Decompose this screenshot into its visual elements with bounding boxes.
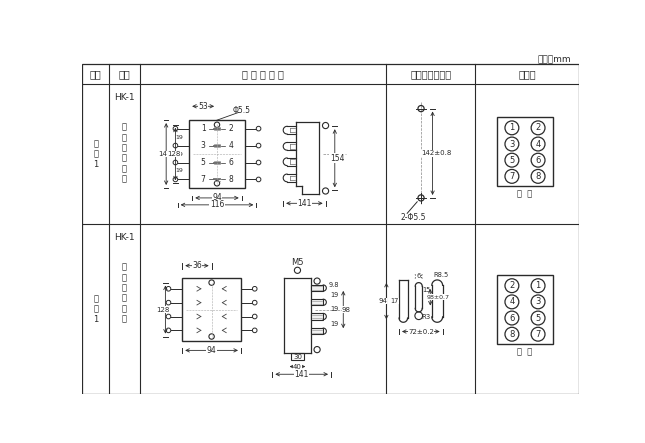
Text: 19: 19 [175, 152, 183, 156]
Text: 1: 1 [201, 124, 206, 133]
Text: 7: 7 [509, 172, 515, 181]
Text: 94: 94 [212, 194, 222, 202]
Circle shape [173, 160, 178, 165]
Text: 36: 36 [192, 261, 202, 270]
Text: 6: 6 [417, 273, 421, 280]
Bar [183, 278, 241, 341]
Text: 4: 4 [535, 140, 541, 148]
Circle shape [256, 177, 261, 182]
Circle shape [166, 328, 171, 333]
Circle shape [252, 328, 257, 333]
Text: 5: 5 [510, 155, 515, 165]
Circle shape [252, 314, 257, 319]
Text: HK-1: HK-1 [114, 93, 135, 102]
Text: 19: 19 [175, 168, 183, 174]
Text: 凸
出
式
后
接
线: 凸 出 式 后 接 线 [122, 263, 127, 323]
Text: 2-Φ5.5: 2-Φ5.5 [401, 214, 426, 222]
Text: 1: 1 [535, 281, 541, 290]
Circle shape [166, 300, 171, 305]
Text: 30: 30 [293, 354, 302, 360]
Text: 6: 6 [228, 158, 233, 167]
Bar [290, 353, 304, 361]
Text: 6: 6 [535, 155, 541, 165]
Circle shape [252, 300, 257, 305]
Bar [311, 313, 323, 319]
Text: 7: 7 [535, 330, 541, 339]
Text: 1: 1 [510, 123, 515, 132]
Circle shape [256, 143, 261, 148]
Text: 结构: 结构 [119, 69, 130, 79]
Text: 附
图
1: 附 图 1 [93, 139, 98, 169]
Text: 2: 2 [228, 124, 233, 133]
Text: 8: 8 [535, 172, 541, 181]
Text: 15: 15 [422, 287, 431, 293]
Text: M5: M5 [291, 258, 304, 267]
Text: 5: 5 [535, 314, 541, 323]
Bar [311, 285, 323, 291]
Circle shape [256, 160, 261, 165]
Text: Φ5.5: Φ5.5 [233, 105, 251, 115]
Text: 6: 6 [509, 314, 515, 323]
Text: 附
图
1: 附 图 1 [93, 294, 98, 324]
Text: 外 形 尺 寸 图: 外 形 尺 寸 图 [243, 69, 284, 79]
Text: 4: 4 [510, 297, 515, 307]
Text: 40: 40 [293, 364, 302, 369]
Text: 128: 128 [156, 307, 170, 313]
Text: 94: 94 [206, 346, 217, 355]
Circle shape [166, 287, 171, 291]
Text: 8: 8 [509, 330, 515, 339]
Bar [189, 120, 244, 188]
Text: 5: 5 [201, 158, 206, 167]
Text: 3: 3 [201, 141, 206, 150]
Text: 19: 19 [330, 321, 338, 327]
Text: 图号: 图号 [90, 69, 102, 79]
Bar [311, 328, 323, 334]
Text: 端子图: 端子图 [518, 69, 536, 79]
Text: R8.5: R8.5 [433, 272, 449, 278]
Text: 4: 4 [228, 141, 233, 150]
Text: 单位：mm: 单位：mm [537, 55, 571, 65]
Text: 141: 141 [297, 199, 312, 208]
Text: 72±0.2: 72±0.2 [408, 329, 434, 334]
Text: 141: 141 [295, 370, 309, 379]
Circle shape [173, 143, 178, 148]
Text: 19: 19 [330, 292, 338, 298]
Bar [497, 275, 553, 344]
Text: 17: 17 [390, 298, 399, 304]
Circle shape [173, 177, 178, 182]
Text: 53: 53 [198, 102, 208, 111]
Circle shape [173, 126, 178, 131]
Text: 安装开孔尺寸图: 安装开孔尺寸图 [410, 69, 452, 79]
Text: 3: 3 [509, 140, 515, 148]
Text: 前  视: 前 视 [517, 190, 533, 198]
Text: 98: 98 [342, 307, 351, 313]
Text: 142: 142 [158, 151, 172, 157]
Text: 19: 19 [330, 307, 338, 312]
Text: 98±0.7: 98±0.7 [426, 295, 450, 300]
Text: 7: 7 [201, 175, 206, 184]
Bar [497, 117, 553, 187]
Text: 94: 94 [378, 298, 387, 304]
Circle shape [252, 287, 257, 291]
Text: 3: 3 [535, 297, 541, 307]
Text: 凸
出
式
前
接
线: 凸 出 式 前 接 线 [122, 122, 127, 183]
Text: 142±0.8: 142±0.8 [421, 150, 451, 156]
Text: 9.8: 9.8 [329, 282, 339, 288]
Text: 8: 8 [228, 175, 233, 184]
Text: 116: 116 [210, 200, 224, 210]
Text: 128: 128 [167, 151, 181, 157]
Circle shape [256, 126, 261, 131]
Text: HK-1: HK-1 [114, 233, 135, 242]
Bar [311, 299, 323, 305]
Text: 154: 154 [330, 154, 344, 163]
Text: 2: 2 [510, 281, 515, 290]
Text: 2: 2 [535, 123, 541, 132]
Text: 背  视: 背 视 [517, 347, 533, 357]
Text: R3: R3 [422, 314, 431, 320]
Text: 19: 19 [175, 135, 183, 140]
Circle shape [166, 314, 171, 319]
